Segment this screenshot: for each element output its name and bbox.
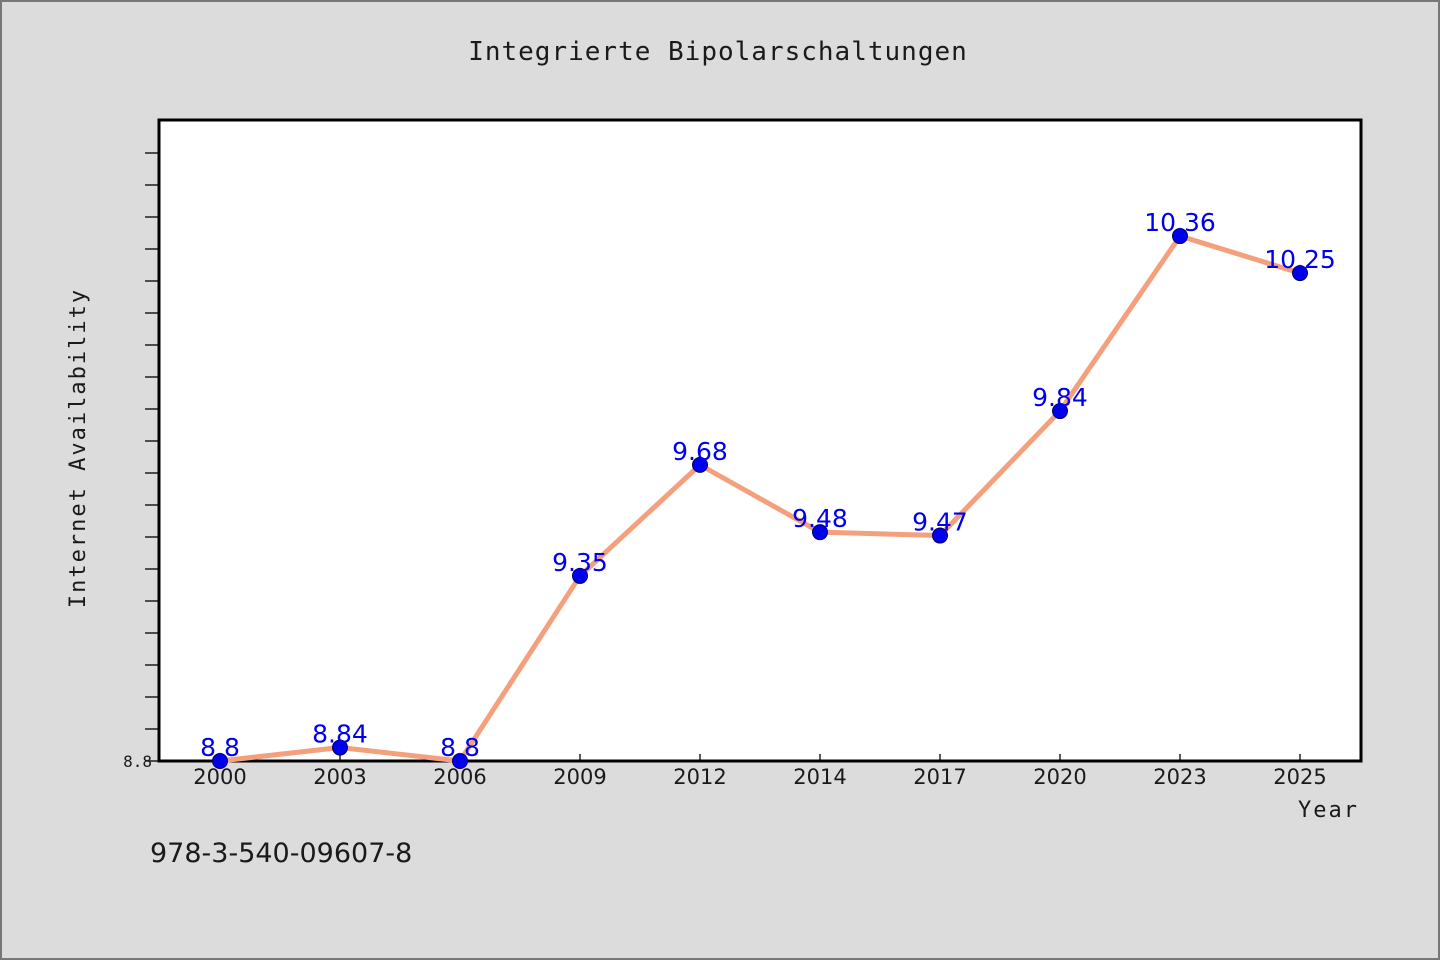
data-label: 9.68 bbox=[672, 437, 728, 466]
data-point bbox=[1052, 403, 1068, 420]
data-label: 8.8 bbox=[440, 733, 480, 762]
data-point bbox=[692, 456, 708, 473]
x-tick-label: 2014 bbox=[793, 765, 846, 789]
data-point bbox=[812, 524, 828, 541]
data-label: 9.35 bbox=[552, 548, 608, 577]
series-line bbox=[217, 233, 1303, 764]
footer-isbn: 978-3-540-09607-8 bbox=[150, 838, 412, 869]
data-point bbox=[932, 527, 948, 544]
data-label: 9.84 bbox=[1032, 383, 1088, 412]
data-point bbox=[1292, 265, 1308, 282]
x-tick-label: 2003 bbox=[313, 765, 366, 789]
data-label: 9.48 bbox=[792, 504, 848, 533]
y-axis-title: Internet Availability bbox=[66, 288, 91, 608]
x-axis-title: Year bbox=[1298, 798, 1359, 823]
x-tick-label: 2012 bbox=[673, 765, 726, 789]
data-label: 10.36 bbox=[1144, 208, 1216, 237]
data-point bbox=[572, 567, 588, 584]
data-point bbox=[452, 753, 468, 769]
x-axis-ticks: 2000 2003 2006 2009 2012 2014 2017 2020 2023 2025 bbox=[193, 754, 1327, 789]
x-tick-label: 2017 bbox=[913, 765, 966, 789]
x-tick-label: 2025 bbox=[1273, 765, 1326, 789]
chart-title: Integrierte Bipolarschaltungen bbox=[468, 37, 968, 67]
data-point bbox=[332, 739, 348, 756]
data-point bbox=[212, 753, 228, 769]
data-label: 8.84 bbox=[312, 720, 368, 749]
x-tick-label: 2009 bbox=[553, 765, 606, 789]
y-tick-label: 8.8 bbox=[123, 752, 152, 771]
y-axis-ticks: 8.8 bbox=[123, 152, 159, 771]
data-label: 9.47 bbox=[912, 508, 968, 537]
data-label: 10.25 bbox=[1264, 245, 1336, 274]
data-point bbox=[1172, 228, 1188, 245]
data-labels: 8.8 8.84 8.8 9.35 9.68 9.48 9.47 9.84 10.36 10.25 bbox=[200, 208, 1336, 762]
x-tick-label: 2020 bbox=[1033, 765, 1086, 789]
data-label: 8.8 bbox=[200, 733, 240, 762]
x-tick-label: 2023 bbox=[1153, 765, 1206, 789]
series-layer bbox=[212, 228, 1308, 769]
plot-area bbox=[157, 118, 1363, 763]
